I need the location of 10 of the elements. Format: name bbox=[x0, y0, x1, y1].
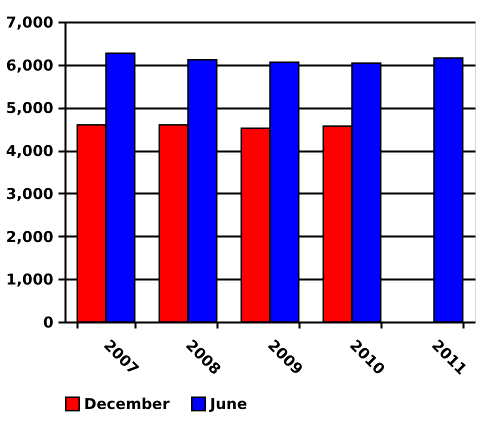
legend-label: June bbox=[209, 394, 248, 413]
y-tick-label: 0 bbox=[43, 314, 54, 332]
y-tick-label: 7,000 bbox=[6, 14, 54, 32]
y-tick-label: 6,000 bbox=[6, 56, 54, 74]
y-tick-label: 2,000 bbox=[6, 228, 54, 246]
y-tick-label: 3,000 bbox=[6, 184, 54, 203]
y-tick-label: 1,000 bbox=[6, 270, 54, 289]
legend-label: December bbox=[84, 394, 170, 413]
y-tick-label: 4,000 bbox=[6, 142, 54, 160]
y-tick-label: 5,000 bbox=[6, 99, 54, 118]
